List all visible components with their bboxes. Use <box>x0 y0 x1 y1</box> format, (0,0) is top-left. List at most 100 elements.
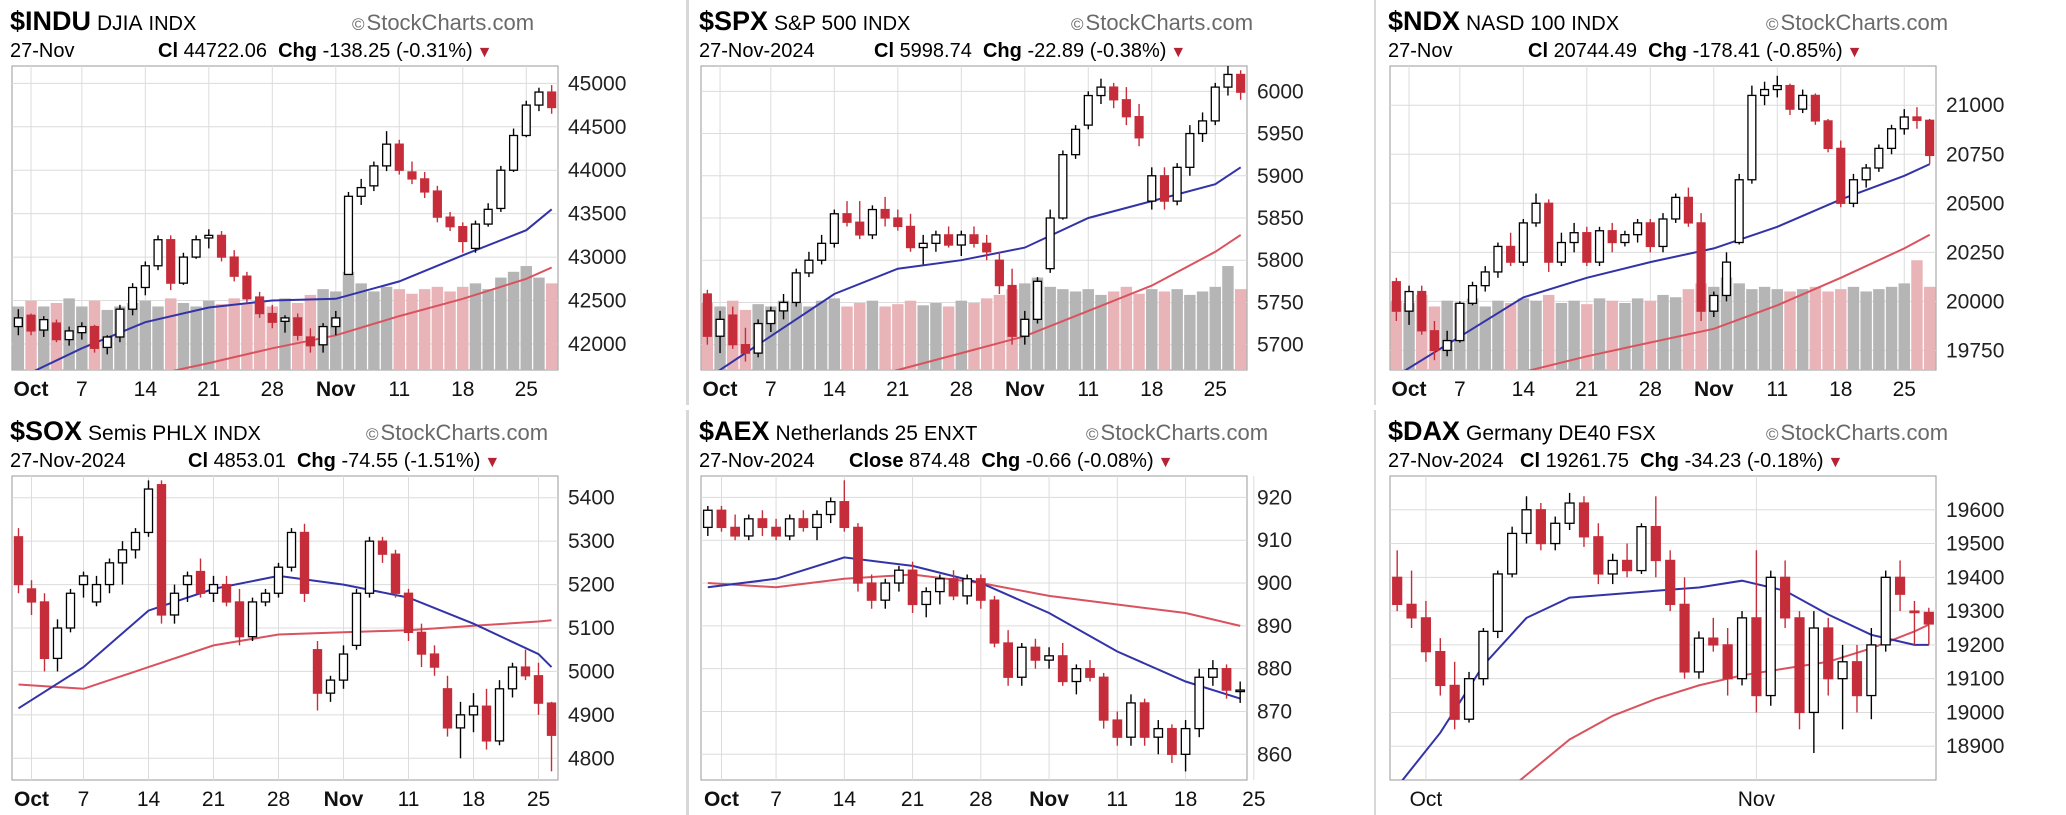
candle-body <box>1721 261 1732 297</box>
volume-bar <box>1911 260 1923 370</box>
candle-body <box>166 239 176 284</box>
y-tick-label: 5100 <box>568 617 615 640</box>
candle <box>1391 277 1401 321</box>
candle-body <box>842 213 852 223</box>
change-value: -74.55 (-1.51%) <box>341 450 481 472</box>
price-chart[interactable]: 45000 44500 44000 43500 43000 42500 42000 Oct 7 1… <box>0 0 688 405</box>
volume-bar <box>406 293 418 370</box>
candle-body <box>994 259 1004 287</box>
candle <box>1057 642 1068 686</box>
candle <box>331 310 341 336</box>
close-label: Cl <box>874 40 894 62</box>
candle-body <box>1126 702 1136 738</box>
candle <box>1874 144 1884 172</box>
candle-body <box>1736 617 1748 680</box>
candle-body <box>390 553 401 594</box>
price-chart[interactable]: 920 910 900 890 880 870 860 Oct 7 14 21 28 Nov 11 18 25 <box>689 410 1377 815</box>
candle-body <box>1435 650 1446 687</box>
candle <box>89 324 100 353</box>
candle <box>1455 301 1465 343</box>
volume-bar <box>1631 298 1644 370</box>
candle <box>740 327 751 362</box>
chart-exchange: ENXT <box>923 423 978 445</box>
watermark: ©StockCharts.com <box>352 10 535 35</box>
candle <box>305 328 315 353</box>
candle <box>534 87 544 112</box>
candle-body <box>1083 94 1093 126</box>
candle <box>1886 124 1897 155</box>
candle <box>791 268 801 307</box>
candle-body <box>89 325 100 349</box>
candle <box>178 252 189 285</box>
chart-panel-aex[interactable]: $AEX Netherlands 25 ENXT ©StockCharts.com … <box>688 410 1376 815</box>
candle <box>286 528 297 572</box>
y-tick-label: 860 <box>1257 743 1292 766</box>
chart-panel-indu[interactable]: $INDU DJIA INDX ©StockCharts.com 27-Nov Cl … <box>0 0 688 405</box>
price-chart[interactable]: 5400 5300 5200 5100 5000 4900 4800 Oct 7 14 21 28 No… <box>0 410 688 815</box>
candle-body <box>1016 646 1027 678</box>
candle <box>429 645 440 676</box>
candle <box>905 213 916 252</box>
y-tick-label: 5950 <box>1257 123 1304 146</box>
candle <box>1121 87 1131 126</box>
copyright-icon: © <box>1071 15 1084 34</box>
volume-bar <box>1057 289 1069 370</box>
candle-body <box>1894 576 1906 595</box>
candle-body <box>740 344 751 354</box>
candle-body <box>338 653 349 681</box>
candle-body <box>989 599 1000 644</box>
candle-body <box>771 526 781 537</box>
change-value: -138.25 (-0.31%) <box>322 40 473 62</box>
x-tick-label: Nov <box>1694 378 1734 401</box>
x-tick-label: Oct <box>14 788 49 811</box>
candle-body <box>702 293 712 337</box>
volume-bar <box>993 294 1006 370</box>
candle-body <box>1159 175 1170 202</box>
candle-body <box>1223 73 1233 88</box>
y-tick-label: 42000 <box>568 333 626 356</box>
candle <box>1506 232 1516 267</box>
price-chart[interactable]: 19600 19500 19400 19300 19200 19100 19000 18900… <box>1378 410 2066 815</box>
candle <box>931 230 941 252</box>
candle-body <box>64 330 74 341</box>
candle-body <box>1696 222 1706 312</box>
candle-body <box>1480 271 1490 287</box>
candle-body <box>975 578 986 601</box>
chart-panel-sox[interactable]: $SOX Semis PHLX INDX ©StockCharts.com 27-N… <box>0 410 688 815</box>
price-chart[interactable]: 21000 20750 20500 20250 20000 19750 Oct 7 14 21 28… <box>1378 0 2066 405</box>
chart-panel-spx[interactable]: $SPX S&P 500 INDX ©StockCharts.com 27-Nov-… <box>688 0 1376 405</box>
price-chart[interactable]: 6000 5950 5900 5850 5800 5750 5700 Oct 7 14 21 28 No… <box>689 0 1377 405</box>
x-tick-label: Nov <box>1029 788 1069 811</box>
volume-bar <box>1784 291 1796 370</box>
candle-body <box>1621 559 1633 572</box>
candle <box>1139 698 1150 746</box>
candle-body <box>102 336 112 349</box>
volume-bar <box>1107 291 1120 370</box>
candle-body <box>1880 576 1891 646</box>
close-label: Cl <box>1528 40 1548 62</box>
close-value: 20744.49 <box>1553 40 1637 62</box>
volume-bar <box>803 306 815 370</box>
candle <box>1045 209 1055 273</box>
chart-panel-dax[interactable]: $DAX Germany DE40 FSX ©StockCharts.com 27-… <box>1378 410 2066 815</box>
candle <box>494 680 505 746</box>
candle-body <box>1780 576 1791 619</box>
candle <box>1851 644 1863 713</box>
candle-body <box>1493 245 1503 273</box>
copyright-icon: © <box>352 15 365 34</box>
candle-body <box>1003 642 1014 678</box>
candle-body <box>1925 119 1935 157</box>
candle <box>104 558 115 594</box>
y-tick-label: 42500 <box>568 290 626 313</box>
candle-body <box>1564 502 1575 524</box>
volume-bar <box>1530 300 1542 370</box>
candle-body <box>356 186 366 197</box>
candle <box>153 235 163 271</box>
y-tick-label: 19300 <box>1946 600 2004 623</box>
chart-panel-ndx[interactable]: $NDX NASD 100 INDX ©StockCharts.com 27-Nov… <box>1378 0 2066 405</box>
candle-body <box>944 234 954 246</box>
candle <box>293 313 303 341</box>
chart-header: $SPX S&P 500 INDX <box>699 6 910 36</box>
candle <box>51 319 62 343</box>
candle <box>1478 628 1489 686</box>
